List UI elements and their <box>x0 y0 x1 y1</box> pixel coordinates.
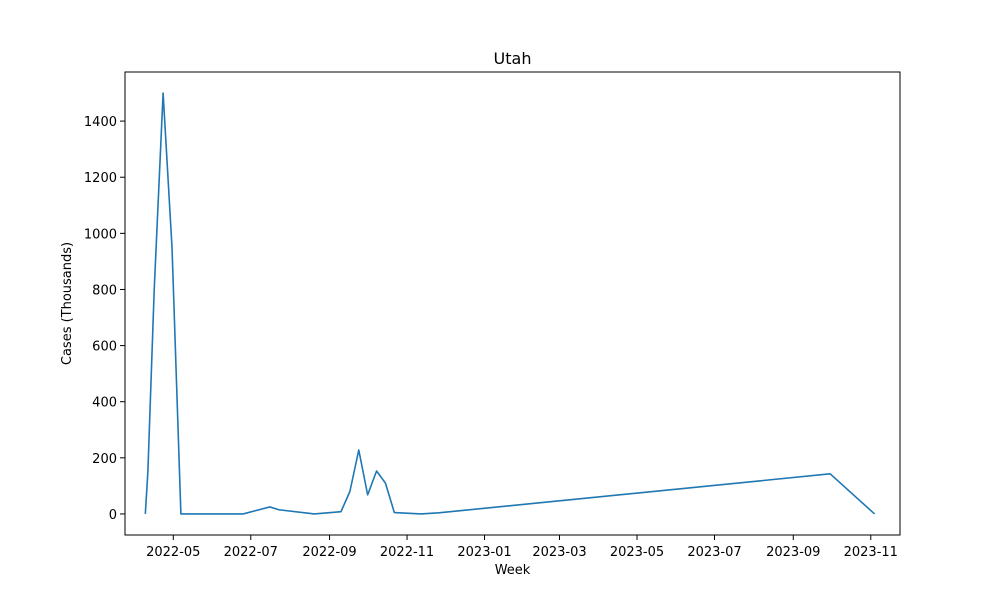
x-tick-label: 2023-07 <box>687 545 741 560</box>
x-tick-label: 2022-07 <box>224 545 278 560</box>
y-tick-label: 400 <box>92 396 117 411</box>
x-axis: 2022-05 2022-07 2022-09 2022-11 2023-01 2023-… <box>146 535 898 560</box>
y-tick-label: 200 <box>92 452 117 467</box>
x-tick-label: 2023-11 <box>844 545 898 560</box>
chart-title: Utah <box>494 49 532 68</box>
plot-frame <box>124 71 901 536</box>
x-tick-label: 2023-03 <box>532 545 586 560</box>
series-line <box>144 92 876 515</box>
x-tick-label: 2023-05 <box>610 545 664 560</box>
y-axis: 0 200 400 600 800 1000 1200 1400 <box>84 115 125 523</box>
y-tick-label: 1400 <box>84 115 117 130</box>
x-axis-label: Week <box>495 563 531 578</box>
y-tick-label: 800 <box>92 283 117 298</box>
y-tick-label: 1000 <box>84 227 117 242</box>
x-tick-label: 2023-09 <box>766 545 820 560</box>
x-tick-label: 2022-05 <box>146 545 200 560</box>
y-tick-label: 0 <box>109 508 117 523</box>
series-layer <box>144 92 876 515</box>
x-tick-label: 2022-09 <box>302 545 356 560</box>
y-tick-label: 600 <box>92 340 117 355</box>
y-tick-label: 1200 <box>84 171 117 186</box>
x-tick-label: 2023-01 <box>457 545 511 560</box>
y-axis-label: Cases (Thousands) <box>60 242 75 365</box>
x-tick-label: 2022-11 <box>380 545 434 560</box>
